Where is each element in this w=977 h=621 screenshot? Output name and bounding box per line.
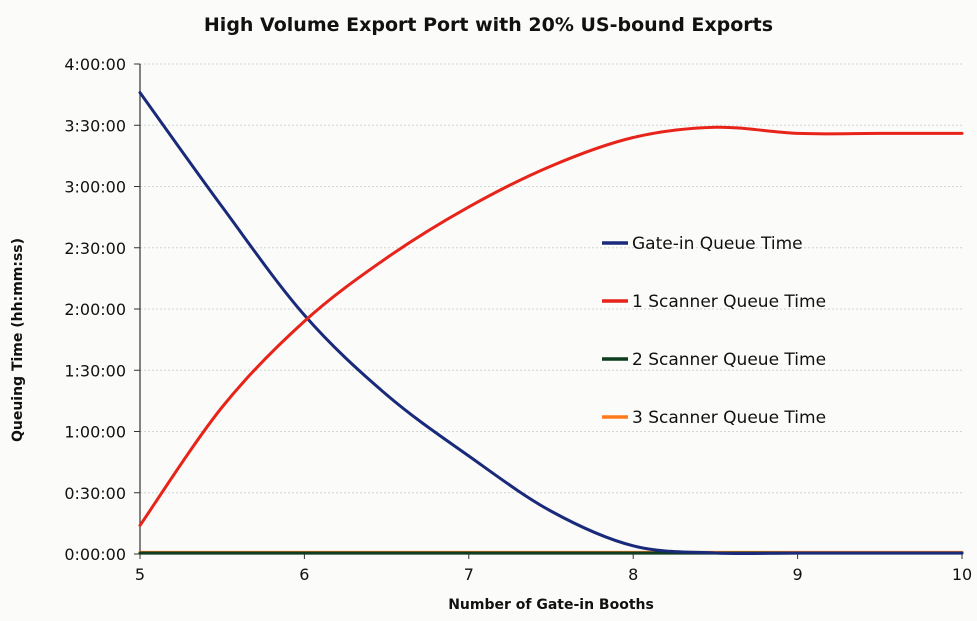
x-tick-label: 6	[299, 565, 309, 584]
y-tick-label: 0:30:00	[64, 484, 126, 503]
y-tick-label: 3:30:00	[64, 116, 126, 135]
y-tick-label: 2:30:00	[64, 239, 126, 258]
x-tick-label: 8	[628, 565, 638, 584]
series-line-gate-in-queue-time	[138, 91, 964, 556]
x-tick-labels: 5 6 7 8 9 10	[135, 565, 972, 584]
legend-label-gate-in-queue-time: Gate-in Queue Time	[632, 234, 803, 254]
legend-label-3-scanner-queue-time: 3 Scanner Queue Time	[632, 408, 826, 428]
y-tick-label: 1:30:00	[64, 361, 126, 380]
x-tick-label: 10	[952, 565, 972, 584]
x-axis-label: Number of Gate-in Booths	[448, 597, 654, 613]
series-line-1-scanner-queue-time	[138, 125, 964, 527]
gridlines	[140, 63, 962, 494]
legend-label-2-scanner-queue-time: 2 Scanner Queue Time	[632, 350, 826, 370]
x-tick-label: 9	[793, 565, 803, 584]
y-tick-label: 1:00:00	[64, 423, 126, 442]
y-tick-labels: 0:00:00 0:30:00 1:00:00 1:30:00 2:00:00 2:30:…	[64, 55, 126, 564]
legend-label-1-scanner-queue-time: 1 Scanner Queue Time	[632, 292, 826, 312]
y-tick-label: 3:00:00	[64, 178, 126, 197]
x-tick-label: 5	[135, 565, 145, 584]
y-tick-label: 2:00:00	[64, 300, 126, 319]
legend: Gate-in Queue Time 1 Scanner Queue Time 2 …	[602, 234, 826, 428]
axes	[134, 63, 963, 559]
chart-title: High Volume Export Port with 20% US-boun…	[203, 14, 774, 36]
series-lines	[138, 91, 964, 556]
y-tick-label: 4:00:00	[64, 55, 126, 74]
y-tick-label: 0:00:00	[64, 545, 126, 564]
x-tick-label: 7	[464, 565, 474, 584]
